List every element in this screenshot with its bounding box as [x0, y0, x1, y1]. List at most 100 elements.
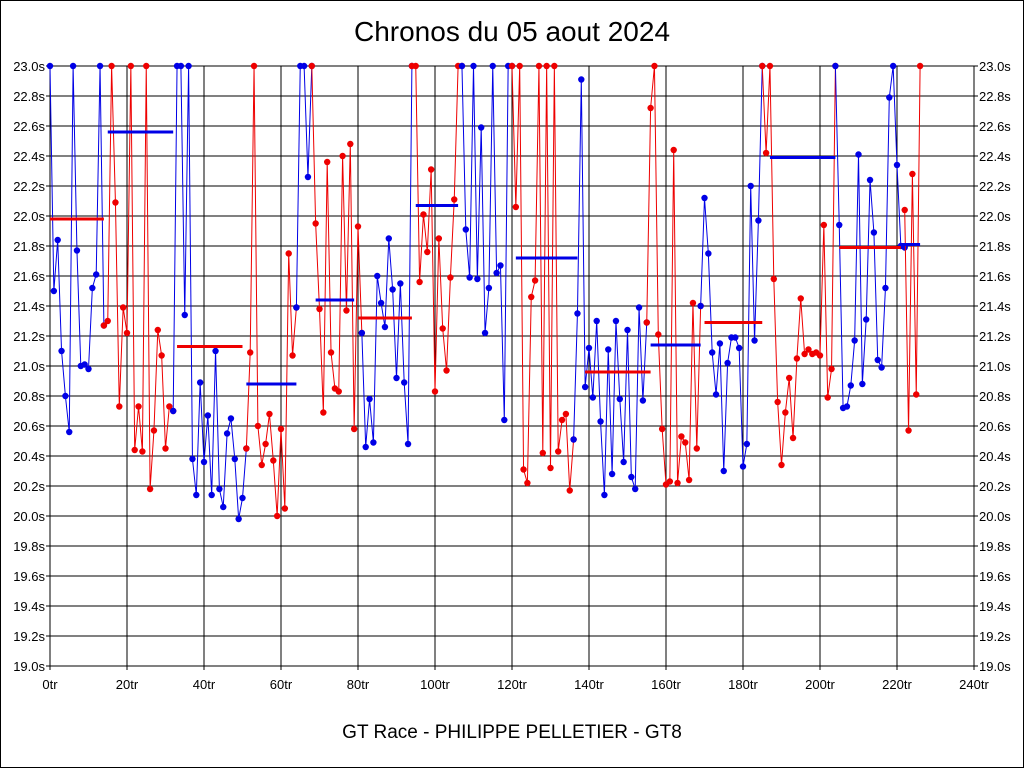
- y-tick-label: 21.4s: [13, 299, 45, 314]
- lap-point-red: [451, 196, 458, 203]
- lap-point-red: [643, 319, 650, 326]
- lap-point-red: [347, 140, 354, 148]
- lap-point-red: [277, 425, 285, 433]
- series-line-red: [411, 65, 462, 392]
- lap-point-blue: [470, 62, 477, 70]
- lap-point-red: [778, 461, 785, 469]
- lap-point-red: [766, 62, 774, 70]
- lap-point-blue: [485, 284, 493, 292]
- y-tick-label-right: 20.6s: [979, 419, 1011, 434]
- lap-point-blue: [220, 503, 227, 511]
- lap-point-red: [909, 170, 916, 178]
- lap-point-red: [524, 479, 531, 487]
- lap-point-blue: [612, 317, 620, 325]
- lap-point-red: [339, 152, 346, 160]
- lap-point-red: [412, 62, 419, 70]
- lap-point-red: [543, 62, 550, 70]
- lap-point-blue: [50, 287, 58, 295]
- y-tick-label: 19.4s: [13, 599, 45, 614]
- lap-point-blue: [635, 304, 643, 311]
- y-tick-label-right: 21.8s: [979, 239, 1011, 254]
- lap-point-red: [354, 223, 362, 230]
- lap-point-red: [424, 248, 431, 256]
- lap-point-red: [782, 409, 789, 416]
- lap-point-blue: [886, 94, 893, 101]
- lap-point-red: [335, 388, 342, 395]
- lap-point-red: [270, 457, 277, 464]
- lap-point-blue: [863, 316, 870, 323]
- lap-point-blue: [458, 62, 466, 70]
- lap-point-blue: [855, 151, 862, 158]
- lap-point-blue: [216, 485, 223, 493]
- lap-point-blue: [96, 62, 104, 70]
- lap-point-blue: [374, 272, 381, 280]
- lap-point-red: [166, 403, 173, 410]
- lap-point-blue: [189, 455, 196, 463]
- lap-point-red: [516, 62, 523, 70]
- lap-point-blue: [462, 226, 469, 233]
- lap-point-blue: [570, 436, 577, 443]
- y-tick-label-right: 19.4s: [979, 599, 1011, 614]
- y-tick-label: 20.8s: [13, 389, 45, 404]
- y-tick-label: 23.0s: [13, 59, 45, 74]
- y-tick-label-right: 21.0s: [979, 359, 1011, 374]
- lap-point-red: [427, 166, 435, 173]
- lap-point-red: [327, 349, 335, 356]
- lap-point-red: [539, 449, 546, 457]
- lap-point-blue: [716, 340, 724, 347]
- lap-point-blue: [628, 473, 635, 481]
- lap-point-red: [289, 352, 296, 359]
- lap-point-red: [824, 394, 831, 401]
- y-tick-label: 21.8s: [13, 239, 45, 254]
- y-tick-label: 22.4s: [13, 149, 45, 164]
- lap-point-red: [682, 439, 689, 446]
- lap-point-red: [674, 479, 681, 487]
- lap-point-red: [551, 62, 558, 70]
- lap-point-red: [243, 445, 250, 452]
- lap-point-blue: [751, 337, 758, 344]
- lap-point-blue: [497, 262, 504, 269]
- x-tick-label: 20tr: [116, 677, 139, 692]
- lap-point-red: [528, 293, 535, 301]
- lap-point-blue: [208, 491, 215, 499]
- lap-point-blue: [743, 440, 751, 448]
- y-tick-label: 20.0s: [13, 509, 45, 524]
- lap-point-blue: [597, 418, 604, 425]
- lap-point-blue: [632, 485, 639, 493]
- lap-point-blue: [193, 491, 200, 499]
- y-tick-label-right: 19.8s: [979, 539, 1011, 554]
- lap-point-blue: [747, 182, 754, 190]
- lap-point-blue: [377, 299, 385, 307]
- lap-point-blue: [859, 380, 866, 388]
- x-tick-label: 60tr: [270, 677, 293, 692]
- lap-point-red: [312, 220, 319, 227]
- lap-point-blue: [181, 311, 188, 319]
- series-line-blue: [172, 65, 247, 520]
- lap-point-blue: [732, 334, 739, 341]
- lap-point-red: [447, 274, 454, 281]
- lap-point-blue: [389, 286, 396, 293]
- lap-point-blue: [712, 391, 720, 398]
- lap-point-red: [647, 104, 654, 112]
- lap-point-red: [416, 278, 423, 286]
- lap-point-blue: [874, 356, 881, 364]
- lap-point-blue: [170, 407, 177, 415]
- lap-point-blue: [832, 62, 839, 70]
- lap-point-red: [154, 326, 161, 334]
- lap-point-blue: [755, 217, 762, 224]
- y-tick-label-right: 22.6s: [979, 119, 1011, 134]
- lap-point-blue: [616, 395, 623, 403]
- lap-point-red: [431, 388, 439, 395]
- lap-point-blue: [401, 379, 408, 386]
- lap-point-blue: [585, 344, 593, 352]
- lap-point-red: [308, 62, 315, 70]
- chart-title: Chronos du 05 aout 2024: [353, 16, 671, 47]
- lap-point-red: [420, 211, 427, 218]
- lap-point-red: [146, 485, 154, 493]
- lap-point-red: [689, 299, 697, 307]
- series-line-blue: [295, 65, 313, 308]
- lap-point-blue: [474, 275, 481, 283]
- lap-point-blue: [200, 458, 208, 466]
- y-tick-label-right: 19.2s: [979, 629, 1011, 644]
